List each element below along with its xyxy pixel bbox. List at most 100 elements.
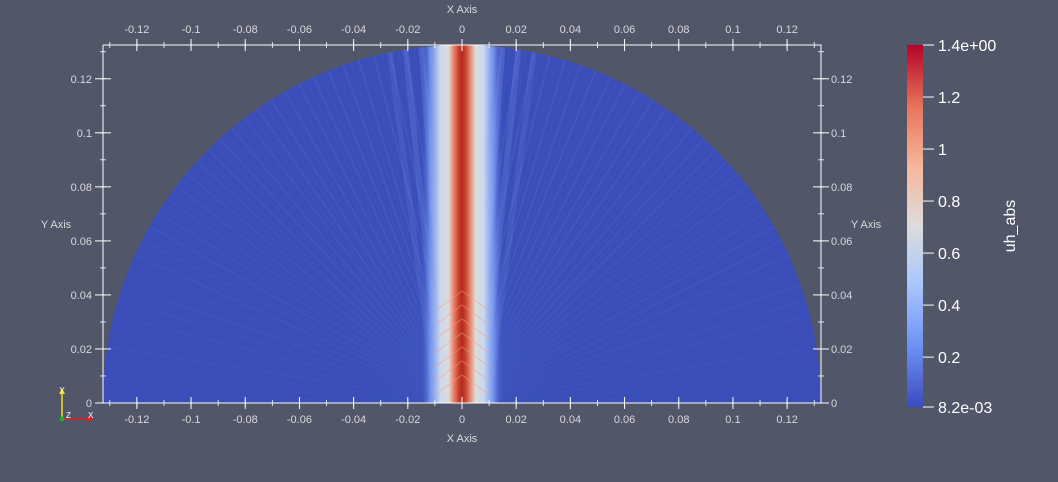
x-tick-label-bottom: -0.1 — [182, 414, 201, 426]
y-tick-label-left: 0.1 — [77, 128, 92, 140]
y-axis-title-left: Y Axis — [41, 219, 72, 231]
field-ray — [136, 177, 463, 403]
field-ray — [461, 375, 821, 403]
field-ray — [158, 149, 463, 403]
x-tick-label-bottom: -0.04 — [341, 414, 366, 426]
field-ray — [103, 357, 463, 403]
interference-ripple — [434, 304, 490, 326]
field-ray — [461, 271, 821, 403]
x-tick-label-top: 0.06 — [614, 24, 635, 36]
interference-ripple — [434, 360, 490, 382]
field-ray — [103, 288, 463, 403]
x-arrowhead-icon — [88, 416, 94, 422]
field-ray — [461, 239, 821, 403]
y-tick-label-left: 0.08 — [71, 182, 92, 194]
x-tick-label-bottom: 0.12 — [776, 414, 797, 426]
x-tick-label-bottom: 0.04 — [560, 414, 581, 426]
orient-y-label: Y — [59, 386, 65, 395]
field-ray — [103, 340, 463, 403]
y-tick-label-left: 0.12 — [71, 74, 92, 86]
interference-ripple — [434, 318, 490, 340]
orient-x-label: X — [88, 411, 94, 420]
interference-ripple — [434, 346, 490, 368]
x-tick-label-top: -0.06 — [287, 24, 312, 36]
x-tick-label-bottom: 0.06 — [614, 414, 635, 426]
field-ray — [201, 105, 463, 403]
field-ray — [109, 223, 463, 403]
x-tick-label-top: -0.1 — [182, 24, 201, 36]
field-ray — [461, 149, 766, 403]
x-tick-label-bottom: 0.1 — [725, 414, 740, 426]
y-tick-label-right: 0.04 — [831, 290, 852, 302]
colorbar-tick-label: 0.4 — [938, 298, 960, 315]
field-ray — [117, 207, 463, 403]
interference-ripple — [434, 374, 490, 396]
colorbar-title: uh_abs — [1002, 200, 1019, 253]
colorbar-tick-label: 1.4e+00 — [938, 38, 996, 55]
x-tick-label-top: 0.02 — [505, 24, 526, 36]
field-ray — [461, 255, 821, 403]
y-tick-label-right: 0.08 — [831, 182, 852, 194]
x-axis-title-top: X Axis — [447, 4, 478, 16]
y-tick-label-right: 0.06 — [831, 236, 852, 248]
x-tick-label-bottom: -0.02 — [395, 414, 420, 426]
field-ray — [461, 207, 807, 403]
colorbar-tick-label: 0.2 — [938, 350, 960, 367]
colorbar-tick-label: 0.6 — [938, 246, 960, 263]
x-tick-label-top: -0.04 — [341, 24, 366, 36]
x-tick-label-top: 0.12 — [776, 24, 797, 36]
colorbar-tick-label: 8.2e-03 — [938, 400, 992, 417]
field-ray — [461, 177, 788, 403]
field-ray — [461, 357, 821, 403]
x-tick-label-bottom: 0.08 — [668, 414, 689, 426]
y-tick-label-left: 0 — [86, 398, 92, 410]
colorbar-gradient — [907, 45, 923, 407]
colorbar-ticks: 1.4e+00 1.2 1 0.8 0.6 0.4 0.2 8.2e-03 — [923, 38, 996, 417]
field-ray — [127, 192, 463, 403]
tick-labels: -0.12 -0.12 -0.1 -0.1 -0.08 -0.08 -0.06 -0.06 -0… — [71, 24, 853, 426]
colorbar-tick-label: 0.8 — [938, 194, 960, 211]
x-tick-label-top: -0.12 — [124, 24, 149, 36]
central-beam — [420, 45, 504, 403]
field-ray — [169, 136, 463, 403]
cube-axes — [95, 39, 829, 409]
beam-interference-ripples — [434, 290, 490, 396]
x-tick-label-top: -0.08 — [233, 24, 258, 36]
field-ray — [461, 305, 821, 403]
x-tick-label-bottom: -0.12 — [124, 414, 149, 426]
field-ray — [461, 223, 815, 403]
y-tick-label-right: 0.12 — [831, 74, 852, 86]
field-ray — [147, 163, 463, 403]
x-tick-label-top: -0.02 — [395, 24, 420, 36]
field-ray — [461, 322, 821, 403]
field-ray — [461, 105, 723, 403]
orientation-axes-widget: Y Z X — [59, 386, 94, 422]
field-ray — [103, 322, 463, 403]
orient-z-label: Z — [66, 411, 71, 420]
field-ray — [461, 136, 755, 403]
field-ray — [461, 192, 797, 403]
x-tick-label-bottom: -0.06 — [287, 414, 312, 426]
field-ray — [103, 305, 463, 403]
y-tick-label-right: 0 — [831, 398, 837, 410]
x-tick-label-bottom: 0.02 — [505, 414, 526, 426]
field-ray — [103, 239, 463, 403]
y-tick-label-left: 0.06 — [71, 236, 92, 248]
z-axis-dot-icon — [59, 416, 65, 422]
field-ray — [181, 123, 463, 403]
uh-abs-field-plot — [103, 45, 821, 403]
color-legend[interactable]: 1.4e+00 1.2 1 0.8 0.6 0.4 0.2 8.2e-03 uh_abs — [907, 38, 1019, 417]
interference-ripple — [434, 332, 490, 354]
y-tick-label-right: 0.1 — [831, 128, 846, 140]
interference-ripple — [434, 290, 490, 312]
field-ray — [103, 255, 463, 403]
colorbar-tick-label: 1.2 — [938, 90, 960, 107]
field-ray — [461, 99, 716, 403]
x-tick-label-top: 0.04 — [560, 24, 581, 36]
colorbar-tick-label: 1 — [938, 142, 947, 159]
x-tick-label-top: 0.08 — [668, 24, 689, 36]
field-ray — [103, 271, 463, 403]
y-tick-label-right: 0.02 — [831, 344, 852, 356]
x-tick-label-top: 0 — [459, 24, 465, 36]
